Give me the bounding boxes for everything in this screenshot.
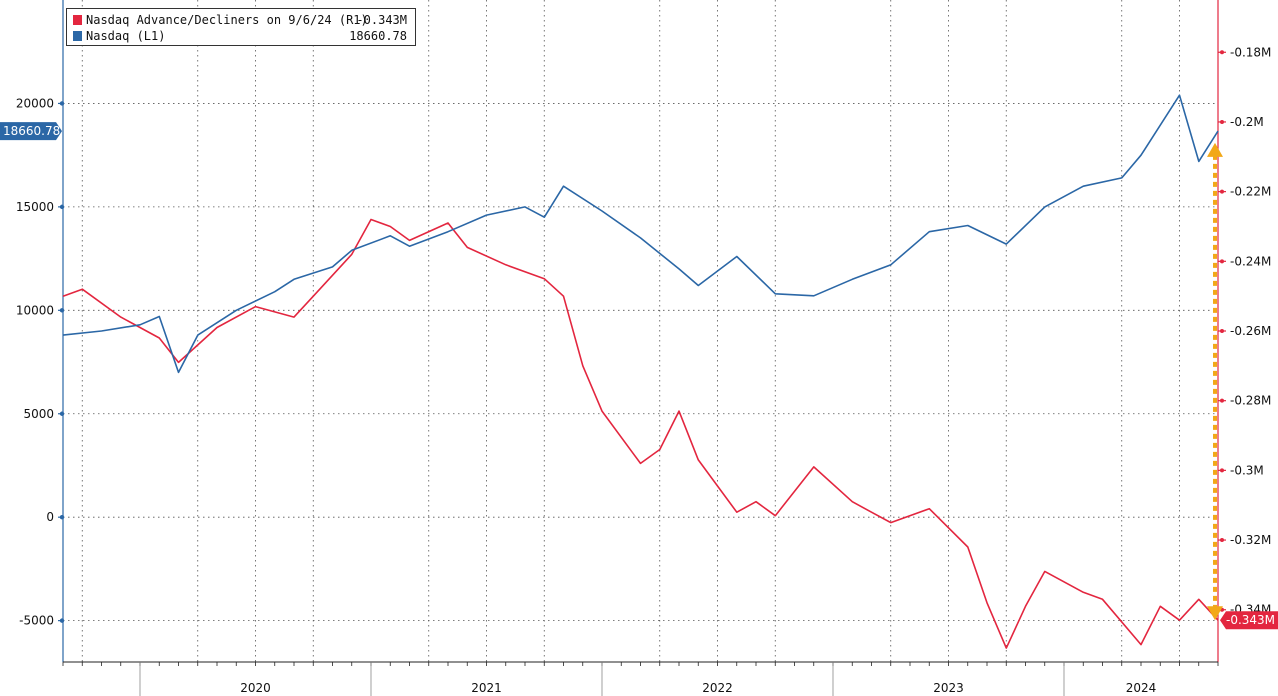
right-value-badge: -0.343M [1220, 611, 1278, 630]
right-tick-dot [1220, 259, 1224, 264]
annotation-arrow [1207, 142, 1223, 621]
right-tick-dot [1220, 189, 1224, 194]
legend-value: -0.343M [356, 13, 407, 27]
right-tick-label: -0.32M [1230, 533, 1271, 547]
legend-swatch-blue [73, 31, 82, 41]
x-tick-label: 2020 [240, 681, 271, 695]
annotation-arrowhead-up [1207, 142, 1223, 157]
right-value-badge-text: -0.343M [1226, 613, 1275, 627]
right-tick-label: -0.3M [1230, 463, 1264, 477]
series-lines [62, 94, 1219, 649]
right-tick-dot [1220, 538, 1224, 543]
right-tick-label: -0.26M [1230, 324, 1271, 338]
left-value-badge-bg [0, 122, 62, 141]
left-tick-dot [59, 101, 65, 106]
left-tick-label: 15000 [16, 200, 54, 214]
legend-item-nasdaq: Nasdaq (L1) 18660.78 [73, 28, 407, 44]
nasdaq-line [62, 94, 1219, 374]
right-tick-label: -0.22M [1230, 185, 1271, 199]
left-tick-dot [59, 411, 65, 416]
advance-decliners-line [62, 218, 1219, 649]
left-tick-dot [59, 308, 65, 313]
right-tick-dot [1220, 119, 1224, 124]
legend-label: Nasdaq (L1) [86, 29, 166, 43]
legend-value: 18660.78 [349, 29, 407, 43]
annotation-arrowhead-down [1207, 606, 1223, 621]
legend-item-advance-decliners: Nasdaq Advance/Decliners on 9/6/24 (R1) … [73, 12, 407, 28]
left-value-badge-text: 18660.78 [3, 124, 60, 138]
right-tick-label: -0.18M [1230, 45, 1271, 59]
right-value-badge-bg [1220, 611, 1278, 630]
right-tick-dot [1220, 468, 1224, 473]
value-badges: 18660.78 -0.343M [0, 122, 1278, 630]
right-tick-dot [1220, 50, 1224, 55]
right-tick-label: -0.24M [1230, 254, 1271, 268]
right-axis: -0.34M-0.32M-0.3M-0.28M-0.26M-0.24M-0.22… [1218, 45, 1271, 617]
legend-label: Nasdaq Advance/Decliners on 9/6/24 (R1) [86, 13, 368, 27]
x-tick-label: 2024 [1126, 681, 1157, 695]
right-tick-dot [1220, 329, 1224, 333]
legend: Nasdaq Advance/Decliners on 9/6/24 (R1) … [66, 8, 416, 46]
x-tick-label: 2022 [702, 681, 733, 695]
x-axis: 2020 2021 2022 2023 2024 [62, 662, 1219, 696]
right-tick-label: -0.2M [1230, 115, 1264, 129]
left-tick-dot [59, 514, 65, 520]
grid-lines [63, 0, 1218, 662]
right-tick-dot [1220, 398, 1224, 403]
left-tick-label: -5000 [19, 614, 54, 628]
left-tick-label: 5000 [23, 407, 54, 421]
left-tick-dot [59, 204, 65, 210]
legend-swatch-red [73, 15, 82, 25]
x-tick-label: 2021 [471, 681, 502, 695]
left-value-badge: 18660.78 [0, 122, 62, 141]
x-tick-label: 2023 [933, 681, 964, 695]
left-tick-label: 10000 [16, 303, 54, 317]
left-tick-dot [59, 618, 65, 623]
axis-frame [62, 0, 1219, 663]
left-axis: -5000 0 5000 10000 15000 20000 [16, 96, 65, 628]
left-tick-label: 0 [46, 510, 54, 524]
left-tick-label: 20000 [16, 96, 54, 110]
right-tick-label: -0.28M [1230, 394, 1271, 408]
